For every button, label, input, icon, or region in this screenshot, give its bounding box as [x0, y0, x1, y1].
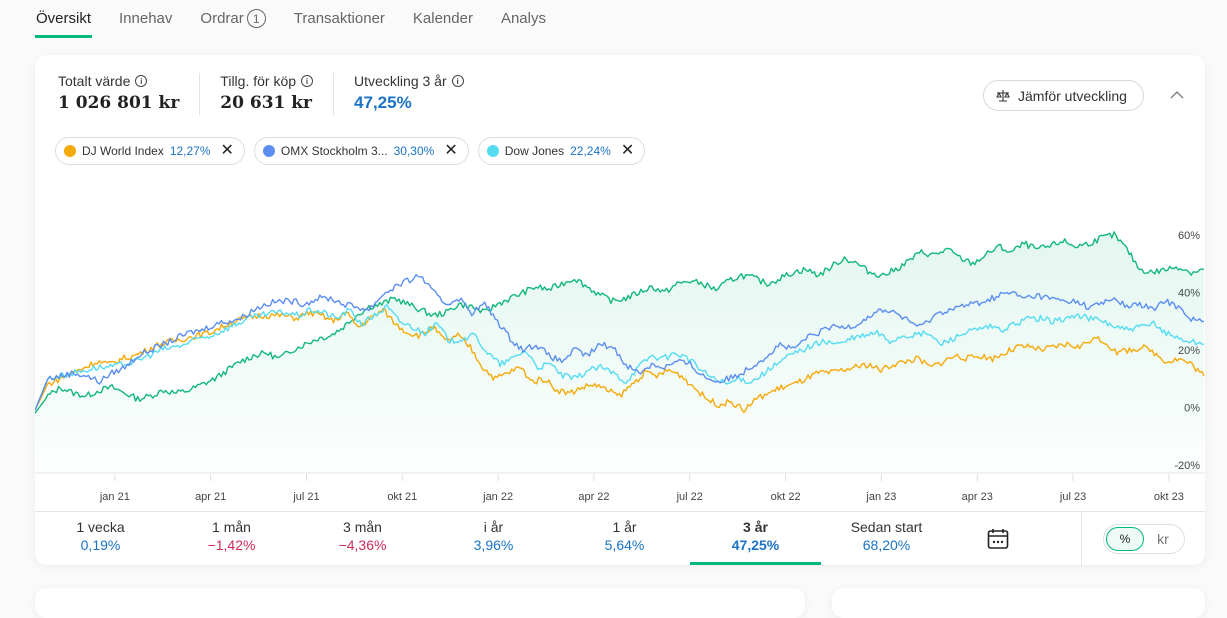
lower-card-left [35, 588, 805, 618]
period-1-ar[interactable]: 1 år 5,64% [604, 519, 645, 553]
series-color-dot [262, 145, 275, 157]
series-color-dot [486, 145, 499, 157]
close-icon[interactable]: ✕ [220, 142, 234, 159]
tab-bar: Översikt Innehav Ordrar 1 Transaktioner K… [0, 0, 574, 44]
stat-buying-power: Tillg. för köp i 20 631 kr [220, 73, 335, 115]
orders-count-badge: 1 [246, 9, 266, 28]
calendar-icon [987, 528, 1009, 549]
x-tick-label: okt 23 [1154, 491, 1184, 503]
x-tick-label: apr 21 [195, 491, 226, 503]
unit-toggle[interactable]: % kr [1103, 524, 1185, 554]
series-color-dot [64, 145, 76, 157]
series-line-portf-lj [35, 231, 1205, 414]
tab-analys[interactable]: Analys [500, 10, 546, 27]
period-sedan-start[interactable]: Sedan start 68,20% [850, 519, 923, 553]
tab-transaktioner[interactable]: Transaktioner [293, 10, 385, 27]
x-tick-label: apr 23 [962, 491, 993, 503]
x-tick-label: jul 23 [1059, 491, 1086, 503]
x-tick-label: jan 23 [865, 491, 896, 503]
divider [1081, 512, 1082, 566]
x-tick-label: jul 21 [292, 491, 319, 503]
info-icon[interactable]: i [301, 75, 314, 87]
x-tick-label: okt 21 [387, 491, 417, 503]
tab-oversikt[interactable]: Översikt [34, 0, 93, 40]
x-tick-label: apr 22 [578, 491, 609, 503]
comparison-chip-dow-jones: Dow Jones 22,24% ✕ [477, 137, 646, 165]
custom-period-button[interactable] [952, 512, 1044, 565]
close-icon[interactable]: ✕ [444, 142, 458, 159]
x-tick-label: jan 22 [482, 491, 513, 503]
chevron-up-icon[interactable] [1167, 85, 1187, 105]
x-tick-label: jul 22 [676, 491, 703, 503]
series-line-dow-jones [35, 304, 1205, 411]
overview-card: Totalt värde i 1 026 801 kr Tillg. för kö… [35, 55, 1205, 566]
y-tick-label: 60% [1178, 230, 1200, 242]
period-selector: 1 vecka 0,19% 1 mån −1,42% 3 mån −4,36% i å… [35, 511, 1205, 566]
summary-stats: Totalt värde i 1 026 801 kr Tillg. för kö… [58, 73, 504, 115]
x-tick-label: okt 22 [771, 491, 801, 503]
unit-kr-option[interactable]: kr [1157, 531, 1169, 547]
unit-percent-option[interactable]: % [1106, 527, 1144, 551]
close-icon[interactable]: ✕ [620, 142, 635, 159]
period-3-ar[interactable]: 3 år 47,25% [690, 512, 821, 565]
tab-innehav[interactable]: Innehav [119, 10, 173, 27]
scale-icon [996, 89, 1010, 102]
compare-development-button[interactable]: Jämför utveckling [983, 80, 1144, 111]
period-1-man[interactable]: 1 mån −1,42% [207, 519, 256, 553]
tab-kalender[interactable]: Kalender [412, 10, 473, 27]
period-1-vecka[interactable]: 1 vecka 0,19% [76, 519, 125, 553]
info-icon[interactable]: i [135, 75, 148, 87]
period-3-man[interactable]: 3 mån −4,36% [338, 519, 387, 553]
stat-total-value: Totalt värde i 1 026 801 kr [58, 73, 201, 115]
comparison-chip-dj-world: DJ World Index 12,27% ✕ [55, 137, 245, 165]
stat-development: Utveckling 3 år i 47,25% [354, 73, 484, 115]
comparison-chip-omx: OMX Stockholm 3... 30,30% ✕ [253, 137, 469, 165]
period-i-ar[interactable]: i år 3,96% [473, 519, 514, 553]
comparison-chips: DJ World Index 12,27% ✕ OMX Stockholm 3.… [55, 137, 646, 165]
x-tick-label: jan 21 [99, 491, 130, 503]
portfolio-area [35, 231, 1204, 473]
info-icon[interactable]: i [451, 75, 464, 87]
tab-ordrar[interactable]: Ordrar 1 [200, 0, 266, 40]
series-line-omx-stockholm-30 [35, 274, 1205, 411]
lower-card-right [832, 588, 1205, 618]
